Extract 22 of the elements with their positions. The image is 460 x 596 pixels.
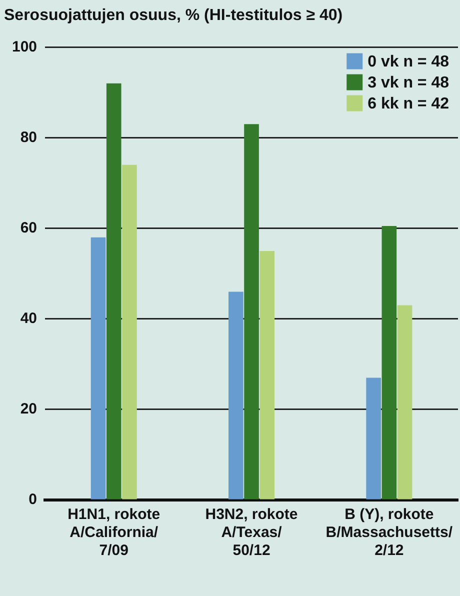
- y-tick-label: 0: [28, 491, 38, 508]
- y-tick-label: 40: [20, 310, 38, 328]
- bar: [90, 237, 106, 500]
- y-tick-label: 20: [20, 400, 38, 418]
- bar: [382, 226, 397, 500]
- bar: [244, 124, 259, 500]
- bar: [228, 292, 244, 500]
- y-tick-label: 100: [12, 38, 38, 56]
- legend-label: 3 vk n = 48: [368, 74, 450, 92]
- bar: [366, 378, 381, 500]
- bar: [106, 83, 122, 500]
- x-tick-label: B (Y), rokote B/Massachusetts/ 2/12: [326, 506, 454, 560]
- legend-label: 0 vk n = 48: [368, 54, 450, 71]
- bar: [397, 305, 412, 500]
- legend-label: 6 kk n = 42: [368, 96, 450, 113]
- x-tick-label: H3N2, rokote A/Texas/ 50/12: [205, 506, 298, 560]
- bar: [260, 250, 275, 500]
- bar: [122, 164, 137, 500]
- y-tick-label: 60: [20, 219, 38, 236]
- y-tick-label: 80: [20, 128, 38, 146]
- chart-title: Serosuojattujen osuus, % (HI-testitulos ≥ 40): [4, 7, 343, 24]
- x-tick-label: H1N1, rokote A/California/ 7/09: [68, 506, 160, 560]
